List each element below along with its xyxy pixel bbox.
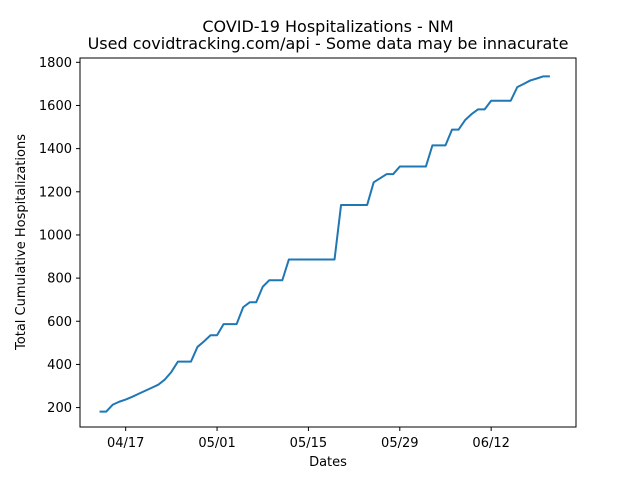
chart-subtitle: Used covidtracking.com/api - Some data m… [88, 34, 569, 53]
series-line [99, 75, 550, 413]
x-tick-label: 05/01 [198, 436, 235, 451]
y-tick-label: 1800 [39, 56, 72, 71]
plot-frame [79, 57, 577, 428]
y-tick-label: 800 [47, 272, 72, 287]
y-tick-label: 1000 [39, 228, 72, 243]
y-tick-label: 200 [47, 401, 72, 416]
x-tick-label: 05/15 [290, 436, 327, 451]
x-tick-label: 06/12 [472, 436, 509, 451]
x-tick-label: 04/17 [107, 436, 144, 451]
x-tick-label: 05/29 [381, 436, 418, 451]
y-tick-label: 400 [47, 358, 72, 373]
y-tick-label: 1400 [39, 142, 72, 157]
y-axis-label: Total Cumulative Hospitalizations [14, 134, 29, 351]
x-axis-ticks: 04/17 05/01 05/15 05/29 06/12 [107, 427, 510, 451]
chart-title: COVID-19 Hospitalizations - NM [202, 17, 453, 36]
y-axis-ticks: 200 400 600 800 1000 1200 1400 1600 1800 [39, 56, 80, 416]
y-tick-label: 1600 [39, 99, 72, 114]
y-tick-label: 600 [47, 315, 72, 330]
y-tick-label: 1200 [39, 185, 72, 200]
x-axis-label: Dates [309, 455, 347, 470]
